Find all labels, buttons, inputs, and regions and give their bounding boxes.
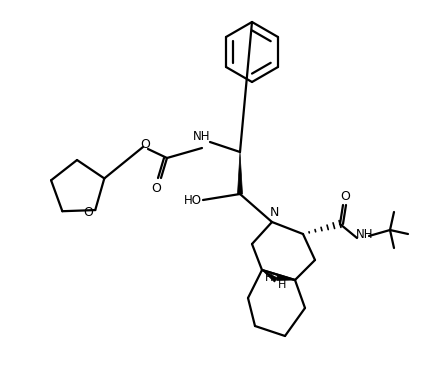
Polygon shape (262, 270, 277, 282)
Text: NH: NH (193, 130, 211, 142)
Text: N: N (269, 206, 279, 220)
Text: O: O (340, 189, 350, 203)
Text: O: O (151, 182, 161, 194)
Text: HO: HO (184, 194, 202, 206)
Polygon shape (277, 275, 295, 281)
Polygon shape (238, 152, 243, 194)
Text: O: O (83, 206, 93, 218)
Text: O: O (140, 137, 150, 151)
Text: H: H (265, 273, 273, 283)
Text: NH: NH (356, 227, 374, 241)
Text: H: H (278, 280, 286, 290)
